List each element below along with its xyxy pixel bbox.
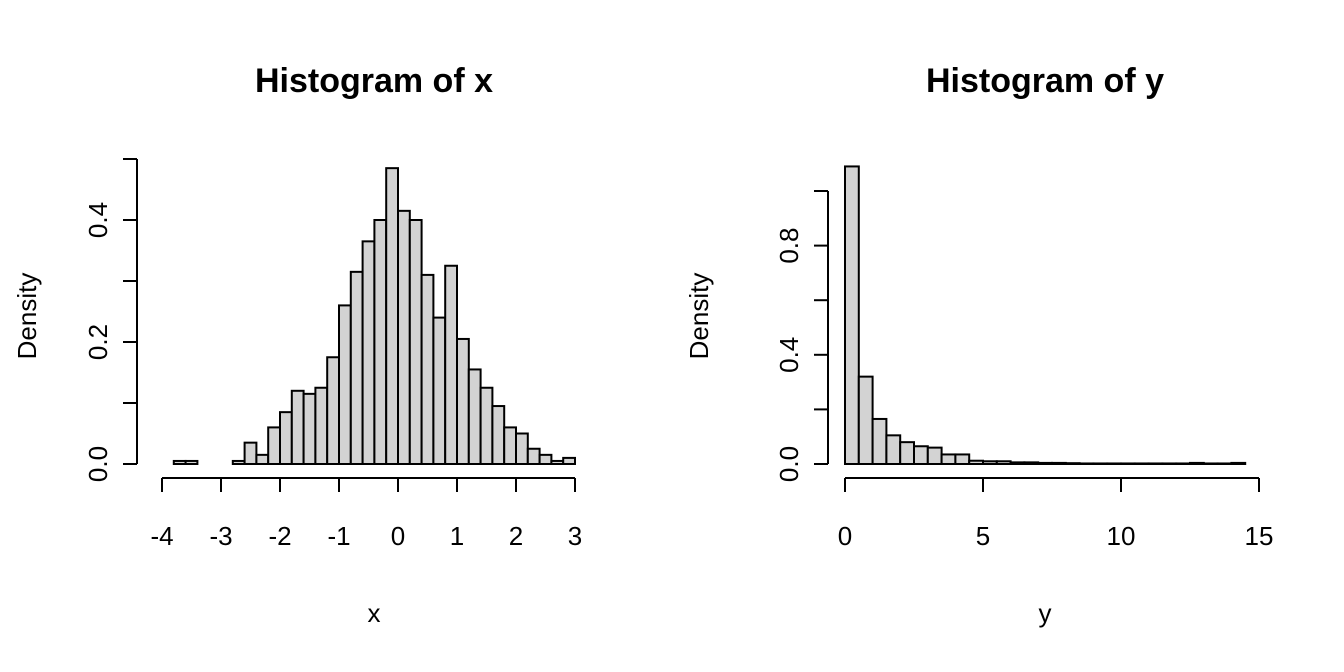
histogram-bar [279, 411, 293, 465]
histogram-bar [1078, 462, 1095, 466]
y-axis: 0.0 0.4 0.8 [774, 190, 829, 482]
histogram-bar [243, 441, 258, 465]
histogram-bar [456, 337, 470, 466]
x-tick-label: 10 [1107, 521, 1136, 551]
y-tick-label: 0.4 [774, 337, 804, 373]
histogram-bar [1092, 462, 1109, 466]
histogram-bar [995, 460, 1012, 465]
y-axis-label: Density [12, 273, 42, 360]
histogram-bar [184, 459, 199, 466]
histogram-bar [467, 368, 482, 466]
histogram-bar [1133, 462, 1150, 466]
histogram-bar [302, 392, 317, 466]
bars [844, 165, 1247, 466]
histogram-bar [349, 270, 364, 465]
histogram-bar [1037, 461, 1053, 465]
histogram-bar [172, 459, 187, 466]
y-axis: 0.0 0.2 0.4 [83, 158, 138, 482]
histogram-bar [1120, 462, 1136, 466]
x-axis: -4 -3 -2 -1 0 1 2 3 [150, 477, 582, 551]
histogram-bar [538, 453, 553, 466]
histogram-bar [420, 273, 435, 465]
y-tick-label: 0.8 [774, 228, 804, 264]
histogram-bar [871, 417, 888, 465]
x-tick-label: 0 [838, 521, 852, 551]
histogram-bar [885, 434, 902, 465]
histogram-bar [290, 389, 305, 465]
histogram-bar [255, 453, 270, 466]
histogram-bar [1202, 462, 1219, 466]
histogram-bar [503, 426, 518, 465]
x-tick-label: 2 [509, 521, 523, 551]
histogram-bar [479, 386, 494, 465]
x-tick-label: 3 [568, 521, 582, 551]
y-tick-label: 0.2 [83, 324, 113, 360]
histogram-bar [940, 453, 957, 466]
x-tick-label: -2 [268, 521, 291, 551]
histogram-bar [231, 459, 246, 466]
histogram-bar [361, 240, 376, 465]
histogram-bar [844, 165, 860, 465]
y-tick-label: 0.4 [83, 202, 113, 238]
histogram-bar [326, 356, 341, 465]
histogram-bar [1147, 462, 1164, 466]
histogram-bar [968, 459, 985, 465]
histogram-bar [338, 304, 352, 465]
bars [172, 167, 577, 466]
histogram-bar [1106, 462, 1122, 466]
x-tick-label: 1 [450, 521, 464, 551]
histogram-bar [314, 386, 329, 465]
x-tick-label: -4 [150, 521, 173, 551]
x-tick-label: 15 [1245, 521, 1274, 551]
histogram-bar [526, 447, 541, 465]
histogram-bar [1189, 461, 1205, 465]
histogram-bar [373, 219, 388, 465]
histogram-bar [444, 264, 459, 465]
x-axis-label: x [368, 598, 381, 628]
histogram-bar [1051, 461, 1067, 465]
histogram-bar [1009, 461, 1026, 465]
x-tick-label: -1 [327, 521, 350, 551]
histogram-bar [491, 405, 506, 465]
chart-title: Histogram of x [255, 62, 493, 100]
x-tick-label: -3 [209, 521, 232, 551]
x-tick-label: 5 [976, 521, 990, 551]
histogram-bar [926, 446, 943, 465]
histogram-bar [1161, 462, 1178, 466]
y-tick-label: 0.0 [774, 446, 804, 482]
histogram-bar [550, 459, 565, 466]
histogram-bar [385, 167, 400, 465]
histogram-bar [857, 375, 874, 466]
histogram-bar [432, 316, 447, 465]
histogram-bar [515, 432, 529, 465]
histogram-x-panel: Histogram of x x Density -4 -3 -2 -1 0 1 2 3 0.… [12, 62, 582, 628]
histogram-bar [1064, 462, 1081, 465]
histogram-bar [913, 445, 929, 466]
histogram-bar [267, 426, 282, 465]
histogram-bar [954, 453, 971, 466]
histogram-bar [408, 219, 423, 465]
y-axis-label: Density [684, 273, 714, 360]
histogram-bar [562, 456, 577, 465]
x-axis: 0 5 10 15 [838, 477, 1274, 551]
histogram-bar [1230, 461, 1247, 465]
histogram-bar [982, 460, 998, 465]
histogram-bar [1175, 462, 1191, 466]
histogram-bar [397, 209, 411, 465]
y-tick-label: 0.0 [83, 446, 113, 482]
histogram-bar [1216, 462, 1233, 466]
histogram-y-panel: Histogram of y y Density 0 5 10 15 0.00.40.… [684, 62, 1273, 628]
histogram-bar [899, 441, 916, 466]
chart-title: Histogram of y [926, 62, 1164, 100]
histogram-bar [1023, 461, 1040, 465]
x-tick-label: 0 [391, 521, 405, 551]
x-axis-label: y [1039, 598, 1052, 628]
